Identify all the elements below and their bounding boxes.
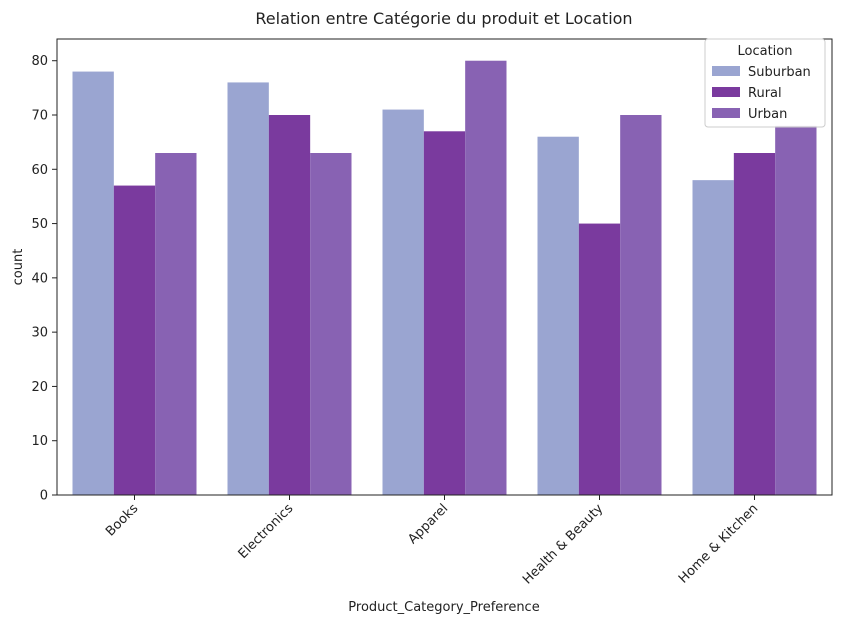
legend-swatch-urban bbox=[712, 108, 740, 118]
legend-box bbox=[704, 38, 826, 128]
y-tick-label: 60 bbox=[31, 163, 48, 178]
x-tick-label: Books bbox=[103, 501, 141, 539]
x-tick-label: Electronics bbox=[236, 501, 297, 562]
bar-urban-2 bbox=[465, 60, 507, 495]
bar-urban-1 bbox=[310, 153, 352, 495]
x-tick-label: Health & Beauty bbox=[520, 501, 606, 587]
legend-items: Suburban Rural Urban bbox=[712, 65, 811, 122]
bar-suburban-3 bbox=[537, 136, 579, 495]
bar-rural-3 bbox=[578, 223, 621, 496]
bar-urban-3 bbox=[620, 115, 662, 495]
bar-suburban-1 bbox=[227, 82, 269, 495]
bar-suburban-2 bbox=[382, 109, 424, 496]
y-axis-label: count bbox=[11, 249, 26, 286]
bar-rural-4 bbox=[733, 153, 776, 495]
bar-rural-0 bbox=[113, 185, 156, 496]
bar-suburban-0 bbox=[72, 71, 114, 496]
legend-title: Location bbox=[738, 44, 793, 59]
bar-rural-1 bbox=[268, 115, 311, 495]
legend-label-urban: Urban bbox=[748, 107, 787, 122]
y-tick-label: 10 bbox=[31, 434, 48, 449]
legend-label-rural: Rural bbox=[748, 86, 782, 101]
legend: Location Suburban Rural Urban bbox=[704, 38, 826, 128]
y-tick-label: 40 bbox=[31, 271, 48, 286]
bar-suburban-4 bbox=[692, 180, 734, 495]
bar-urban-0 bbox=[155, 153, 197, 495]
y-axis: 0 10 20 30 40 50 60 70 80 bbox=[31, 54, 57, 504]
y-tick-label: 30 bbox=[31, 326, 48, 341]
bar-urban-4 bbox=[775, 125, 817, 495]
bar-rural-2 bbox=[423, 131, 466, 496]
legend-swatch-rural bbox=[712, 87, 740, 97]
x-tick-label: Home & Kitchen bbox=[676, 501, 761, 586]
y-tick-label: 20 bbox=[31, 380, 48, 395]
bars-group bbox=[72, 60, 817, 496]
legend-label-suburban: Suburban bbox=[748, 65, 811, 80]
y-tick-label: 80 bbox=[31, 54, 48, 69]
y-tick-label: 70 bbox=[31, 109, 48, 124]
x-tick-label: Apparel bbox=[405, 501, 451, 547]
y-tick-label: 50 bbox=[31, 217, 48, 232]
y-tick-label: 0 bbox=[40, 489, 48, 504]
x-axis-label: Product_Category_Preference bbox=[348, 600, 539, 615]
legend-swatch-suburban bbox=[712, 66, 740, 76]
chart-title: Relation entre Catégorie du produit et L… bbox=[255, 9, 632, 28]
x-axis: Books Electronics Apparel Health & Beauty Ho… bbox=[103, 495, 761, 587]
